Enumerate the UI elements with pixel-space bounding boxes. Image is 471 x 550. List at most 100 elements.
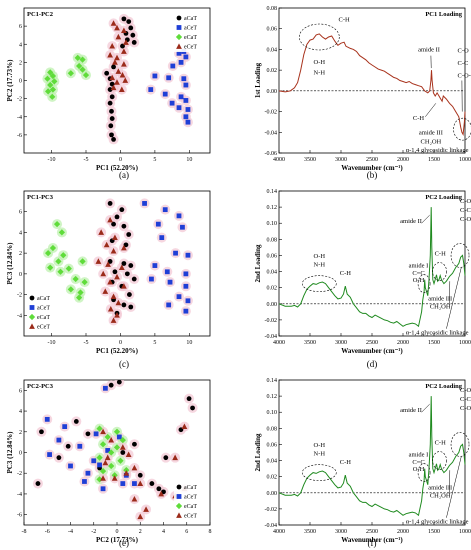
annotation-ellipse <box>450 243 470 268</box>
y-tick-label: -0.06 <box>265 151 278 157</box>
point-eCeT <box>110 84 117 91</box>
x-tick-label: 1500 <box>428 157 440 163</box>
point-aCeT <box>56 437 62 443</box>
point-aCeT <box>82 479 87 484</box>
annotation: O-H <box>314 59 326 66</box>
point-eCaT <box>75 294 83 301</box>
point-eCaT <box>55 258 62 265</box>
x-tick-label: -4 <box>68 529 73 535</box>
annotation: amide III <box>428 485 452 492</box>
y-tick-label: -0.02 <box>265 110 278 116</box>
point-aCaT <box>116 380 122 385</box>
point-eCeT <box>115 33 122 40</box>
point-eCeT <box>107 279 113 285</box>
annotation-ellipse <box>417 463 431 482</box>
y-tick-label: -2 <box>17 97 22 103</box>
chart-title: PC2-PC3 <box>27 383 54 390</box>
point-eCeT <box>123 470 130 476</box>
point-eCeT <box>112 59 118 65</box>
point-aCeT <box>176 213 182 219</box>
annotation: amide II <box>418 47 440 54</box>
point-aCeT <box>183 98 189 103</box>
y-tick-label: 0.04 <box>267 459 278 465</box>
x-tick-label: 10 <box>186 340 192 346</box>
x-tick-label: -5 <box>84 340 89 346</box>
point-eCaT <box>67 286 74 293</box>
point-eCaT <box>96 454 103 461</box>
loading-line <box>278 396 466 517</box>
legend-marker-aCeT <box>176 494 182 499</box>
annotation: O-H <box>314 253 326 260</box>
point-eCaT <box>47 264 54 271</box>
point-aCaT <box>108 123 114 129</box>
point-aCeT <box>169 100 175 106</box>
y-tick-label: -0.02 <box>265 507 278 513</box>
point-aCaT <box>35 481 41 486</box>
x-axis-label: PC1 (52.20%) <box>96 347 139 355</box>
caption-e: (e) <box>119 538 129 548</box>
y-tick-label: 0.14 <box>267 189 278 195</box>
annotation-ellipse <box>301 464 337 481</box>
point-eCeT <box>158 490 165 497</box>
x-tick-label: 4 <box>162 529 165 535</box>
legend-label-eCaT: eCaT <box>184 35 197 41</box>
x-tick-label: 10 <box>186 157 192 163</box>
data-points <box>35 380 195 520</box>
x-tick-label: -5 <box>84 157 89 163</box>
panel-d: 4000 3500 3000 2500 2000 1500 1000 -0.04 -0.02 0.… <box>254 189 471 355</box>
panel-c: -10 -5 0 5 10 -4 -2 0 2 4 6 PC1 (52.20%) PC3 (12.84%… <box>6 190 211 355</box>
y-axis-label: PC3 (12.84%) <box>6 242 14 285</box>
y-tick-label: 0.12 <box>267 205 278 211</box>
annotation: amide I <box>409 452 429 459</box>
point-eCeT <box>122 77 129 83</box>
point-eCeT <box>121 27 127 34</box>
y-tick-label: 4 <box>19 42 22 48</box>
loading-line <box>278 207 466 328</box>
y-tick-label: 6 <box>19 24 22 30</box>
y-tick-label: 0.04 <box>267 47 278 53</box>
y-tick-label: 0 <box>19 79 22 85</box>
point-eCeT <box>110 247 117 254</box>
x-tick-label: 5 <box>153 157 156 163</box>
point-aCeT <box>162 207 168 213</box>
point-eCeT <box>111 475 118 481</box>
point-eCeT <box>115 68 122 74</box>
point-eCaT <box>82 71 90 79</box>
legend: aCaT aCeT eCaT eCeT <box>27 292 60 332</box>
point-aCeT <box>62 424 68 430</box>
y-tick-label: 0.12 <box>267 394 278 400</box>
panel-b: 4000 3500 3000 2500 2000 1500 1000 -0.06 -0.04 -0… <box>254 6 471 172</box>
y-tick-label: 0.10 <box>267 221 278 227</box>
point-aCeT <box>152 73 158 79</box>
point-eCeT <box>100 270 107 277</box>
point-eCeT <box>110 317 117 323</box>
point-eCaT <box>44 75 51 82</box>
point-aCaT <box>120 43 125 49</box>
point-eCeT <box>100 428 106 435</box>
legend-marker-aCaT <box>176 15 182 21</box>
y-tick-label: 4 <box>19 230 22 236</box>
point-aCaT <box>104 70 110 76</box>
data-points <box>44 16 191 142</box>
x-tick-label: 0 <box>116 529 119 535</box>
x-tick-label: 3500 <box>304 529 316 535</box>
y-tick-label: -6 <box>17 513 22 519</box>
legend: aCaT aCeT eCaT eCeT <box>174 12 207 52</box>
point-eCeT <box>115 299 122 306</box>
point-eCeT <box>107 216 113 223</box>
y-tick-label: -6 <box>17 133 22 139</box>
x-tick-label: 2000 <box>397 340 409 346</box>
point-eCaT <box>58 229 66 236</box>
point-eCaT <box>47 69 54 76</box>
point-aCaT <box>85 431 91 437</box>
legend-marker-aCeT <box>176 25 182 30</box>
point-aCeT <box>183 308 189 314</box>
point-eCaT <box>53 221 61 228</box>
point-aCeT <box>183 271 189 277</box>
point-aCeT <box>166 75 172 81</box>
point-aCaT <box>121 223 127 229</box>
point-aCaT <box>126 232 132 237</box>
point-aCeT <box>91 458 97 464</box>
y-axis-label: 2nd Loading <box>254 433 262 471</box>
annotation-ellipse <box>298 23 340 51</box>
